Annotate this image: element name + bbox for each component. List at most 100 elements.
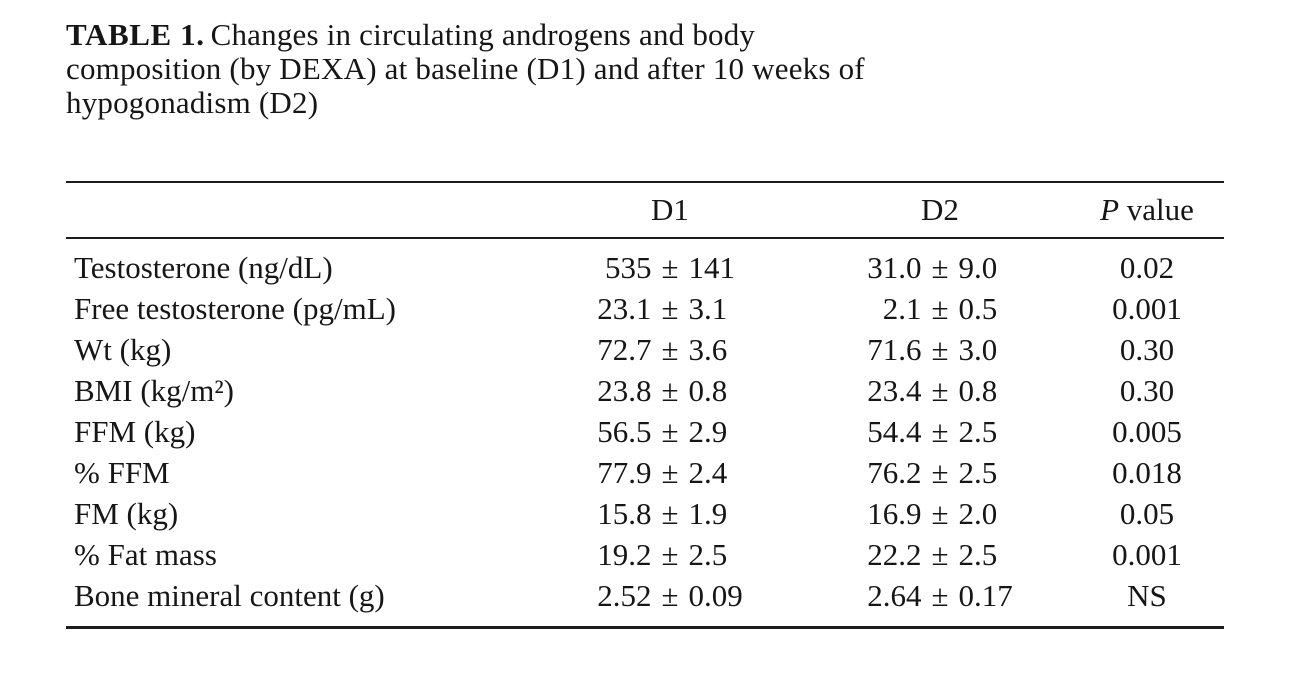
row-label: FM (kg) bbox=[74, 496, 179, 531]
cell-d2: 76.2 ±2.5 bbox=[810, 452, 1070, 493]
plus-minus-sign: ± bbox=[661, 332, 679, 367]
table-row-ffm: FFM (kg) 56.5 ±2.9 54.4 ±2.5 0.005 bbox=[66, 411, 1224, 452]
mean-value: 54.4 bbox=[867, 414, 922, 449]
results-table: D1 D2 P value Testosterone (ng/dL) 535 ±1… bbox=[66, 181, 1224, 629]
table-row-testosterone: Testosterone (ng/dL) 535 ±141 31.0 ±9.0 0.… bbox=[66, 238, 1224, 288]
header-row: D1 D2 P value bbox=[66, 182, 1224, 238]
plus-minus-sign: ± bbox=[931, 291, 949, 326]
plus-minus-sign: ± bbox=[661, 291, 679, 326]
cell-pvalue: 0.005 bbox=[1112, 414, 1182, 449]
plus-minus-sign: ± bbox=[661, 578, 679, 613]
sd-value: 2.4 bbox=[688, 455, 728, 490]
mean-value: 23.4 bbox=[867, 373, 922, 408]
sd-value: 3.1 bbox=[688, 291, 728, 326]
caption-line-1: TABLE 1. Changes in circulating androgens… bbox=[66, 17, 756, 52]
mean-value: 76.2 bbox=[867, 455, 922, 490]
row-label: % FFM bbox=[74, 455, 170, 490]
row-label: % Fat mass bbox=[74, 537, 217, 572]
value-with-sd: 22.2 ±2.5 bbox=[810, 534, 1070, 575]
plus-minus-sign: ± bbox=[661, 414, 679, 449]
value-with-sd: 77.9 ±2.4 bbox=[530, 452, 810, 493]
value-with-sd: 16.9 ±2.0 bbox=[810, 493, 1070, 534]
sd-value: 3.6 bbox=[688, 332, 728, 367]
mean-value: 2.1 bbox=[882, 291, 922, 326]
header-pvalue-text: value bbox=[1126, 192, 1194, 227]
sd-value: 2.5 bbox=[958, 414, 998, 449]
sd-value: 2.5 bbox=[958, 537, 998, 572]
cell-d1: 15.8 ±1.9 bbox=[530, 493, 810, 534]
sd-value: 0.17 bbox=[958, 578, 1013, 613]
table-row-pct-ffm: % FFM 77.9 ±2.4 76.2 ±2.5 0.018 bbox=[66, 452, 1224, 493]
cell-d2: 23.4 ±0.8 bbox=[810, 370, 1070, 411]
row-label: Testosterone (ng/dL) bbox=[74, 250, 333, 285]
sd-value: 0.8 bbox=[958, 373, 998, 408]
header-d1: D1 bbox=[651, 192, 689, 227]
plus-minus-sign: ± bbox=[661, 537, 679, 572]
header-pvalue: P value bbox=[1070, 182, 1224, 238]
row-label: FFM (kg) bbox=[74, 414, 196, 449]
cell-pvalue: NS bbox=[1127, 578, 1167, 613]
value-with-sd: 54.4 ±2.5 bbox=[810, 411, 1070, 452]
value-with-sd: 23.1 ±3.1 bbox=[530, 288, 810, 329]
value-with-sd: 71.6 ±3.0 bbox=[810, 329, 1070, 370]
plus-minus-sign: ± bbox=[931, 496, 949, 531]
plus-minus-sign: ± bbox=[661, 373, 679, 408]
cell-d1: 72.7 ±3.6 bbox=[530, 329, 810, 370]
cell-d1: 23.8 ±0.8 bbox=[530, 370, 810, 411]
value-with-sd: 2.64 ±0.17 bbox=[810, 575, 1070, 616]
plus-minus-sign: ± bbox=[931, 250, 949, 285]
caption-line-2: composition (by DEXA) at baseline (D1) a… bbox=[66, 51, 865, 86]
sd-value: 9.0 bbox=[958, 250, 998, 285]
value-with-sd: 535 ±141 bbox=[530, 247, 810, 288]
plus-minus-sign: ± bbox=[661, 250, 679, 285]
table-row-bone-mineral-content: Bone mineral content (g) 2.52 ±0.09 2.64 ±… bbox=[66, 575, 1224, 628]
header-pvalue-p: P bbox=[1100, 192, 1120, 227]
cell-d2: 2.64 ±0.17 bbox=[810, 575, 1070, 628]
sd-value: 141 bbox=[688, 250, 736, 285]
mean-value: 19.2 bbox=[597, 537, 652, 572]
header-measure-blank bbox=[66, 182, 530, 238]
plus-minus-sign: ± bbox=[931, 537, 949, 572]
sd-value: 0.8 bbox=[688, 373, 728, 408]
value-with-sd: 72.7 ±3.6 bbox=[530, 329, 810, 370]
row-label: BMI (kg/m²) bbox=[74, 373, 234, 408]
sd-value: 0.09 bbox=[688, 578, 743, 613]
table-row-fm: FM (kg) 15.8 ±1.9 16.9 ±2.0 0.05 bbox=[66, 493, 1224, 534]
value-with-sd: 56.5 ±2.9 bbox=[530, 411, 810, 452]
mean-value: 2.52 bbox=[597, 578, 652, 613]
mean-value: 77.9 bbox=[597, 455, 652, 490]
row-label: Free testosterone (pg/mL) bbox=[74, 291, 396, 326]
table-caption-label: TABLE 1. bbox=[66, 17, 205, 52]
cell-d1: 77.9 ±2.4 bbox=[530, 452, 810, 493]
cell-pvalue: 0.05 bbox=[1119, 496, 1175, 531]
cell-d1: 2.52 ±0.09 bbox=[530, 575, 810, 628]
table-row-bmi: BMI (kg/m²) 23.8 ±0.8 23.4 ±0.8 0.30 bbox=[66, 370, 1224, 411]
mean-value: 22.2 bbox=[867, 537, 922, 572]
table-caption: TABLE 1. Changes in circulating androgens… bbox=[66, 18, 1300, 120]
header-d2: D2 bbox=[921, 192, 959, 227]
cell-pvalue: 0.30 bbox=[1119, 373, 1175, 408]
value-with-sd: 23.4 ±0.8 bbox=[810, 370, 1070, 411]
value-with-sd: 15.8 ±1.9 bbox=[530, 493, 810, 534]
row-label: Bone mineral content (g) bbox=[74, 578, 385, 613]
cell-d2: 71.6 ±3.0 bbox=[810, 329, 1070, 370]
cell-d1: 19.2 ±2.5 bbox=[530, 534, 810, 575]
value-with-sd: 2.1 ±0.5 bbox=[810, 288, 1070, 329]
sd-value: 2.9 bbox=[688, 414, 728, 449]
mean-value: 31.0 bbox=[867, 250, 922, 285]
mean-value: 56.5 bbox=[597, 414, 652, 449]
cell-pvalue: 0.02 bbox=[1119, 250, 1175, 285]
cell-d2: 22.2 ±2.5 bbox=[810, 534, 1070, 575]
cell-d2: 16.9 ±2.0 bbox=[810, 493, 1070, 534]
cell-d2: 54.4 ±2.5 bbox=[810, 411, 1070, 452]
cell-pvalue: 0.30 bbox=[1119, 332, 1175, 367]
sd-value: 2.5 bbox=[958, 455, 998, 490]
row-label: Wt (kg) bbox=[74, 332, 172, 367]
plus-minus-sign: ± bbox=[931, 332, 949, 367]
mean-value: 71.6 bbox=[867, 332, 922, 367]
plus-minus-sign: ± bbox=[931, 455, 949, 490]
cell-d1: 56.5 ±2.9 bbox=[530, 411, 810, 452]
caption-line-3: hypogonadism (D2) bbox=[66, 85, 319, 120]
mean-value: 23.1 bbox=[597, 291, 652, 326]
plus-minus-sign: ± bbox=[931, 578, 949, 613]
